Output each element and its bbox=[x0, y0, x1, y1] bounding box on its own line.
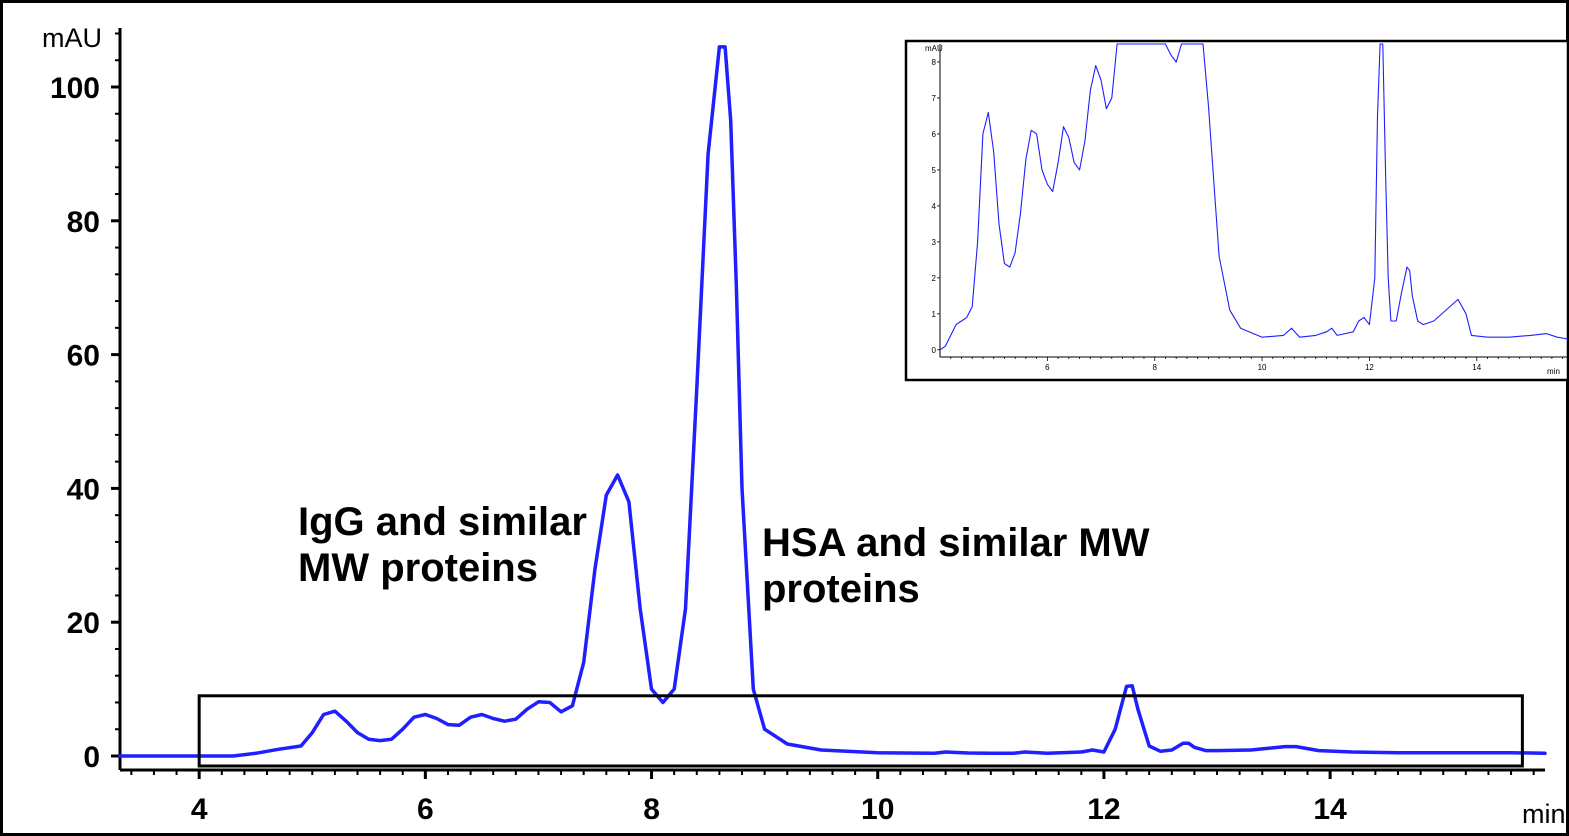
igg-peak-annotation: IgG and similar MW proteins bbox=[298, 500, 587, 590]
inset-x-tick-label: 8 bbox=[1152, 363, 1157, 372]
inset-x-tick-label: 12 bbox=[1365, 363, 1374, 372]
main-x-tick-label: 8 bbox=[643, 793, 660, 826]
inset-x-tick-label: 6 bbox=[1045, 363, 1050, 372]
main-y-tick-label: 60 bbox=[67, 340, 100, 373]
main-trace-group bbox=[118, 45, 1547, 758]
main-y-tick-label: 40 bbox=[67, 473, 100, 506]
main-y-tick-label: 20 bbox=[67, 607, 100, 640]
inset-x-tick-label: 14 bbox=[1472, 363, 1481, 372]
inset-y-tick-label: 6 bbox=[932, 130, 937, 139]
inset-y-tick-label: 3 bbox=[932, 238, 937, 247]
main-x-tick-label: 14 bbox=[1313, 793, 1347, 826]
inset-axes bbox=[939, 44, 1568, 358]
inset-y-tick-label: 1 bbox=[932, 310, 937, 319]
main-y-tick-label: 100 bbox=[50, 72, 100, 105]
inset-x-axis-label: min bbox=[1547, 367, 1560, 376]
inset-y-tick-label: 0 bbox=[932, 346, 937, 355]
inset-x-tick-label: 10 bbox=[1258, 363, 1267, 372]
main-y-axis-label: mAU bbox=[42, 23, 102, 53]
main-x-tick-label: 10 bbox=[861, 793, 894, 826]
main-y-tick-label: 0 bbox=[83, 741, 100, 774]
inset-y-tick-label: 5 bbox=[932, 166, 937, 175]
main-y-tick-label: 80 bbox=[67, 206, 100, 239]
main-chromatogram-trace bbox=[118, 45, 1547, 758]
inset-chromatogram-trace bbox=[939, 43, 1569, 351]
inset-y-tick-label: 7 bbox=[932, 94, 937, 103]
main-x-axis-label: min bbox=[1522, 799, 1566, 829]
zoom-region-group bbox=[197, 694, 1524, 768]
zoom-region-box bbox=[197, 694, 1524, 768]
main-x-tick-label: 12 bbox=[1087, 793, 1120, 826]
inset-y-axis-label: mAU bbox=[925, 44, 943, 53]
inset-y-tick-label: 2 bbox=[932, 274, 937, 283]
inset-y-tick-label: 4 bbox=[932, 202, 937, 211]
inset-trace-group bbox=[939, 43, 1569, 351]
main-x-tick-label: 4 bbox=[191, 793, 208, 826]
hsa-peak-annotation: HSA and similar MW proteins bbox=[762, 521, 1150, 611]
inset-y-tick-label: 8 bbox=[932, 58, 937, 67]
main-x-tick-label: 6 bbox=[417, 793, 434, 826]
inset-border bbox=[904, 39, 1569, 382]
